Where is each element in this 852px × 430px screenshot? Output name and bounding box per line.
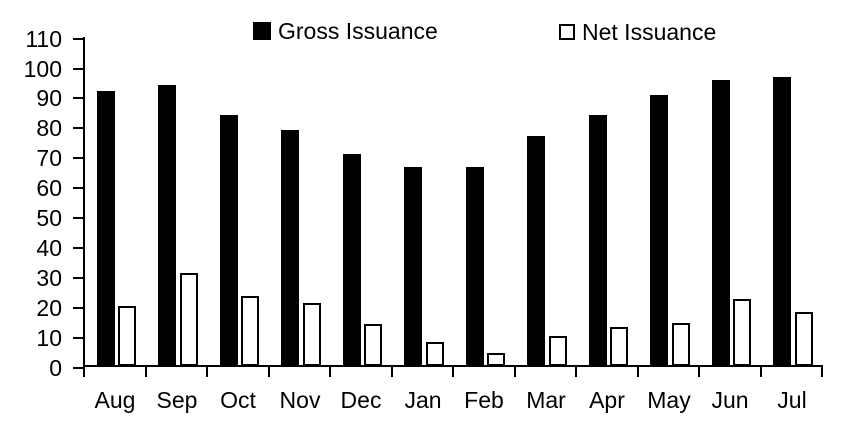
x-tick bbox=[760, 367, 762, 377]
y-tick-label: 0 bbox=[49, 355, 62, 381]
x-axis-line bbox=[83, 365, 823, 367]
y-tick-label: 40 bbox=[36, 235, 62, 261]
y-tick bbox=[73, 38, 83, 40]
y-tick bbox=[73, 157, 83, 159]
y-tick-label: 110 bbox=[25, 26, 62, 52]
bar-net-nov bbox=[303, 303, 321, 366]
gross-issuance-legend-label: Gross Issuance bbox=[278, 18, 438, 44]
bar-net-dec bbox=[364, 324, 382, 366]
y-tick bbox=[73, 247, 83, 249]
bar-net-feb bbox=[487, 353, 505, 366]
bar-net-jun bbox=[733, 299, 751, 366]
y-tick-label: 100 bbox=[23, 56, 62, 82]
x-tick bbox=[83, 367, 85, 377]
bar-net-apr bbox=[610, 327, 628, 366]
y-tick-label: 70 bbox=[36, 145, 62, 171]
y-tick-label: 80 bbox=[36, 115, 62, 141]
net-issuance-swatch-icon bbox=[559, 24, 575, 40]
x-category-label-dec: Dec bbox=[340, 387, 382, 413]
bar-gross-aug bbox=[97, 91, 115, 366]
x-category-label-may: May bbox=[647, 387, 691, 413]
bar-net-oct bbox=[241, 296, 259, 366]
bar-net-may bbox=[672, 323, 690, 366]
bar-gross-apr bbox=[589, 115, 607, 366]
x-tick bbox=[821, 367, 823, 377]
bar-gross-sep bbox=[158, 85, 176, 366]
y-tick bbox=[73, 307, 83, 309]
y-tick-label: 30 bbox=[36, 265, 62, 291]
bar-gross-jan bbox=[404, 167, 422, 366]
bar-net-mar bbox=[549, 336, 567, 366]
x-category-label-apr: Apr bbox=[589, 387, 625, 413]
y-tick-label: 90 bbox=[36, 85, 62, 111]
x-tick bbox=[637, 367, 639, 377]
bar-net-jul bbox=[795, 312, 813, 366]
y-tick bbox=[73, 367, 83, 369]
legend-item-gross-issuance: Gross Issuance bbox=[253, 18, 438, 44]
y-axis-line bbox=[83, 37, 85, 370]
x-tick bbox=[329, 367, 331, 377]
x-category-label-jan: Jan bbox=[404, 387, 442, 413]
bar-net-jan bbox=[426, 342, 444, 366]
x-tick bbox=[391, 367, 393, 377]
y-tick bbox=[73, 337, 83, 339]
bar-gross-oct bbox=[220, 115, 238, 366]
gross-issuance-swatch-icon bbox=[253, 22, 271, 40]
bar-gross-mar bbox=[527, 136, 545, 366]
bar-net-sep bbox=[180, 273, 198, 366]
x-category-label-mar: Mar bbox=[526, 387, 566, 413]
y-tick bbox=[73, 97, 83, 99]
bar-gross-nov bbox=[281, 130, 299, 366]
y-tick bbox=[73, 68, 83, 70]
x-tick bbox=[145, 367, 147, 377]
y-tick-label: 20 bbox=[36, 295, 62, 321]
y-tick bbox=[73, 187, 83, 189]
x-tick bbox=[268, 367, 270, 377]
x-category-label-sep: Sep bbox=[156, 387, 198, 413]
y-tick-label: 60 bbox=[36, 175, 62, 201]
x-category-label-nov: Nov bbox=[279, 387, 321, 413]
x-category-label-oct: Oct bbox=[220, 387, 256, 413]
bar-gross-jul bbox=[773, 77, 791, 366]
x-category-label-jul: Jul bbox=[777, 387, 807, 413]
x-tick bbox=[514, 367, 516, 377]
x-tick bbox=[698, 367, 700, 377]
x-tick bbox=[452, 367, 454, 377]
x-category-label-feb: Feb bbox=[464, 387, 504, 413]
y-tick-label: 50 bbox=[36, 205, 62, 231]
net-issuance-legend-label: Net Issuance bbox=[582, 19, 717, 45]
x-tick bbox=[575, 367, 577, 377]
legend-item-net-issuance: Net Issuance bbox=[559, 19, 717, 45]
x-category-label-jun: Jun bbox=[711, 387, 749, 413]
bar-gross-may bbox=[650, 95, 668, 366]
y-tick bbox=[73, 127, 83, 129]
bar-net-aug bbox=[118, 306, 136, 366]
bar-gross-dec bbox=[343, 154, 361, 366]
y-tick bbox=[73, 277, 83, 279]
y-tick-label: 10 bbox=[36, 325, 62, 351]
bar-gross-jun bbox=[712, 80, 730, 366]
x-category-label-aug: Aug bbox=[94, 387, 136, 413]
bar-gross-feb bbox=[466, 167, 484, 366]
x-tick bbox=[206, 367, 208, 377]
y-tick bbox=[73, 217, 83, 219]
